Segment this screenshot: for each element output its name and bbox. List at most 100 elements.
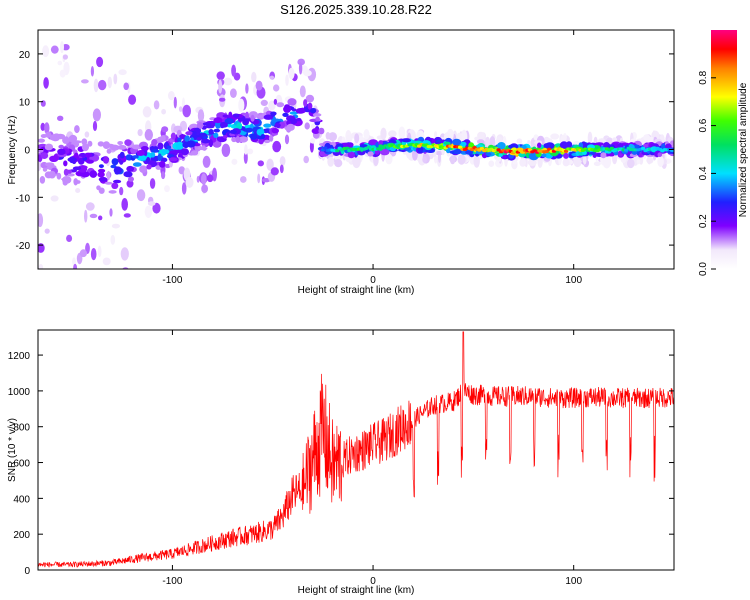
heatmap-cell (40, 152, 49, 160)
y-tick-label: 1000 (8, 387, 31, 398)
heatmap-cell (477, 131, 485, 139)
heatmap-cell (221, 143, 231, 157)
heatmap-cell (97, 245, 102, 258)
heatmap-cell (185, 131, 193, 136)
heatmap-cell (271, 128, 279, 134)
heatmap-cell (643, 134, 650, 141)
heatmap-cell (119, 186, 124, 196)
heatmap-cell (299, 85, 306, 98)
snr-ylabel: SNR (10 * v/v) (7, 418, 18, 482)
heatmap-cell (206, 174, 214, 183)
heatmap-cell (161, 108, 167, 115)
heatmap-cell (113, 166, 122, 174)
heatmap-cell (147, 201, 156, 206)
heatmap-cell (328, 132, 338, 142)
heatmap-cell (57, 60, 63, 66)
heatmap-cell (123, 82, 129, 91)
heatmap-cell (49, 155, 59, 162)
heatmap-cell (111, 223, 120, 229)
heatmap-cell (84, 152, 93, 158)
heatmap-cell (43, 77, 49, 89)
heatmap-cell (541, 153, 547, 158)
heatmap-cell (344, 146, 350, 150)
heatmap-cell (485, 136, 490, 147)
heatmap-cell (182, 104, 191, 118)
heatmap-cell (213, 117, 223, 124)
heatmap-cell (545, 142, 555, 150)
heatmap-cell (245, 83, 249, 94)
heatmap-cell (150, 152, 156, 158)
heatmap-cell (181, 182, 187, 195)
heatmap-cell (593, 161, 601, 167)
heatmap-cell (89, 213, 98, 219)
x-tick-label: 0 (370, 576, 376, 587)
heatmap-cell (312, 113, 322, 117)
heatmap-cell (63, 160, 68, 167)
heatmap-cell (224, 118, 234, 125)
heatmap-cell (485, 152, 492, 156)
heatmap-cell (270, 111, 277, 116)
heatmap-cell (608, 153, 615, 157)
heatmap-cell (573, 155, 582, 168)
heatmap-cell (276, 102, 285, 108)
heatmap-cell (42, 167, 48, 172)
heatmap-cell (255, 80, 263, 91)
heatmap-cell (231, 158, 238, 165)
heatmap-cell (78, 165, 88, 173)
heatmap-cell (501, 154, 507, 159)
heatmap-cell (273, 84, 280, 92)
heatmap-cell (98, 168, 106, 173)
y-tick-label: 20 (19, 50, 31, 61)
heatmap-cell (202, 122, 212, 126)
heatmap-cell (297, 58, 306, 66)
heatmap-cell (627, 158, 635, 169)
heatmap-cell (90, 66, 94, 77)
heatmap-cell (56, 172, 62, 180)
heatmap-cell (67, 157, 77, 163)
x-tick-label: -100 (162, 576, 182, 587)
heatmap-cell (205, 125, 215, 129)
heatmap-cell (79, 249, 87, 258)
heatmap-cell (287, 98, 297, 106)
heatmap-cell (126, 165, 135, 172)
heatmap-cell (272, 140, 282, 153)
heatmap-cell (196, 175, 200, 183)
heatmap-cell (303, 155, 310, 164)
heatmap-cell (376, 147, 381, 151)
heatmap-cell (132, 162, 142, 167)
heatmap-cell (309, 140, 314, 153)
heatmap-cell (388, 130, 397, 138)
y-tick-label: 0 (24, 146, 30, 157)
heatmap-cell (230, 88, 237, 98)
heatmap-cell (273, 98, 278, 105)
heatmap-cell (113, 73, 118, 85)
colorbar-tick-label: 0.6 (698, 118, 709, 132)
heatmap-cell (58, 144, 64, 149)
heatmap-cell (537, 155, 543, 168)
heatmap-cell (202, 155, 211, 168)
heatmap-cell (139, 165, 148, 173)
heatmap-cell (190, 150, 199, 156)
heatmap-cell (213, 132, 219, 138)
heatmap-cell (512, 160, 518, 165)
heatmap-cell (665, 143, 672, 150)
heatmap-cell (618, 153, 623, 157)
heatmap-cell (61, 177, 70, 181)
heatmap-cell (201, 138, 210, 144)
heatmap-cell (219, 121, 228, 128)
heatmap-cell (40, 100, 46, 107)
heatmap-cell (260, 134, 266, 139)
heatmap-cell (560, 141, 568, 149)
heatmap-cell (269, 75, 275, 80)
heatmap-cell (315, 116, 320, 122)
heatmap-cell (81, 138, 88, 146)
heatmap-cell (235, 136, 241, 143)
x-tick-label: 100 (565, 576, 582, 587)
heatmap-cell (128, 176, 134, 182)
heatmap-cell (38, 264, 44, 269)
snr-frame (37, 329, 675, 571)
heatmap-cell (98, 215, 103, 221)
heatmap-cell (57, 115, 64, 122)
heatmap-cell (231, 64, 237, 77)
